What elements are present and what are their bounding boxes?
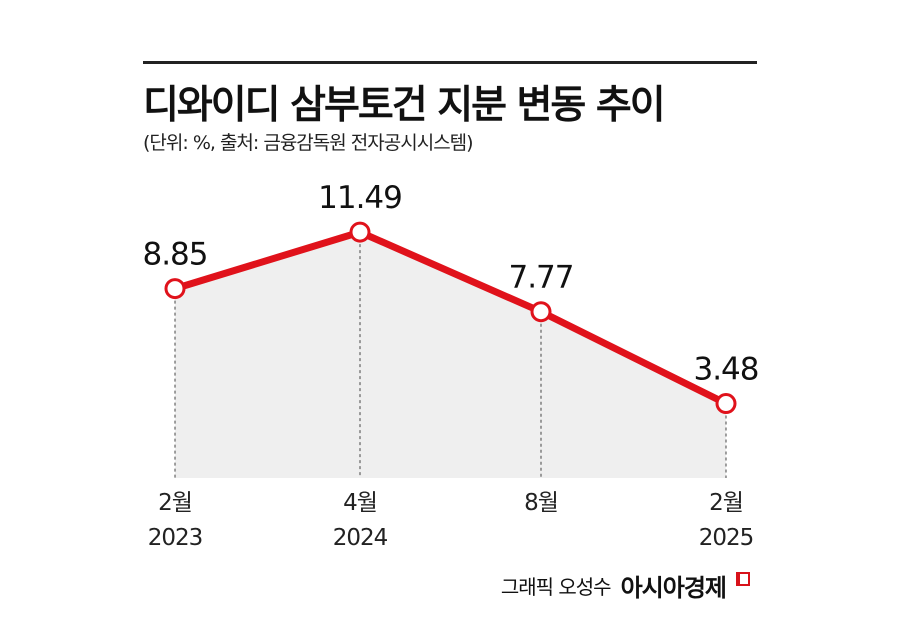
chart-title: 디와이디 삼부토건 지분 변동 추이 <box>143 83 666 128</box>
credit: 그래픽 오성수 아시아경제 <box>501 568 750 603</box>
data-point <box>164 278 186 300</box>
x-tick-year-label: 2024 <box>333 525 388 551</box>
data-label: 8.85 <box>142 237 207 273</box>
brand-mark-icon <box>736 571 750 586</box>
brand-logo: 아시아경제 <box>620 574 727 602</box>
x-tick-label: 8월 <box>524 490 558 516</box>
chart-subtitle: (단위: %, 출처: 금융감독원 전자공시시스템) <box>143 132 474 154</box>
x-tick-label: 2월 <box>158 490 192 516</box>
data-point <box>349 221 371 243</box>
area-fill <box>175 232 726 478</box>
x-tick-label: 4월 <box>343 490 377 516</box>
series-line <box>173 228 728 407</box>
top-rule <box>143 61 757 64</box>
x-tick-label: 2월 <box>709 490 743 516</box>
data-point <box>715 393 737 415</box>
graphic-credit: 그래픽 오성수 <box>500 575 612 599</box>
data-point <box>530 301 552 323</box>
data-label: 7.77 <box>508 260 573 296</box>
x-tick-year-label: 2023 <box>148 525 203 551</box>
data-label: 3.48 <box>693 352 758 388</box>
x-tick-year-label: 2025 <box>699 525 754 551</box>
data-label: 11.49 <box>318 180 402 216</box>
